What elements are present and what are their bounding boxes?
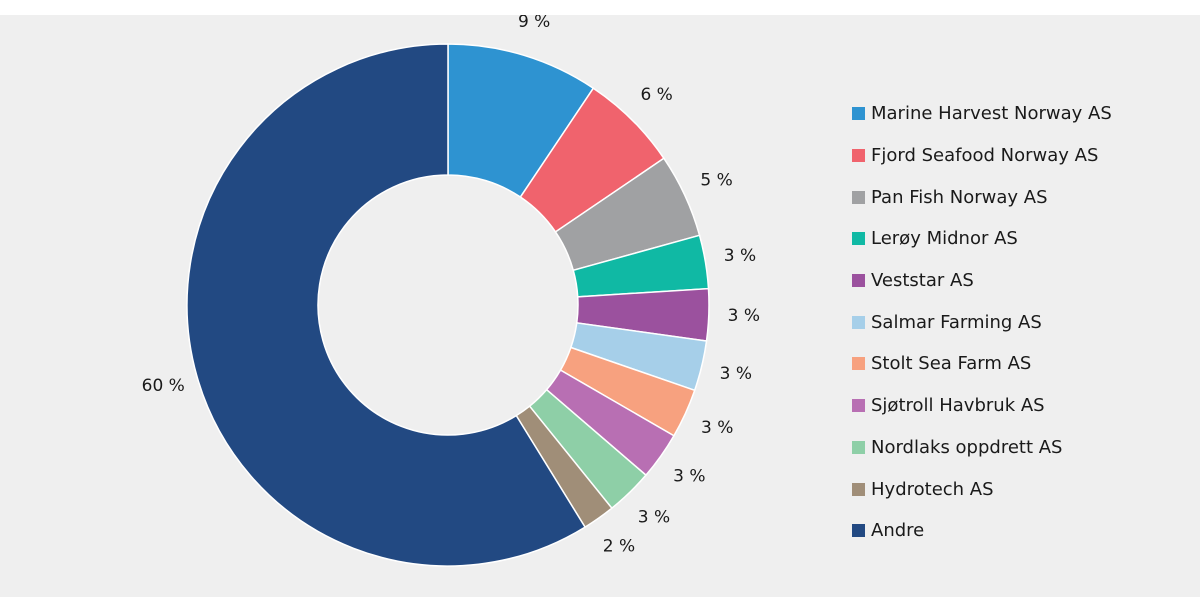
slice-11 xyxy=(186,43,587,567)
legend-label: Andre xyxy=(871,520,925,542)
legend-item: Salmar Farming AS xyxy=(852,301,1112,343)
legend-item: Hydrotech AS xyxy=(852,468,1112,510)
legend-label: Lerøy Midnor AS xyxy=(871,228,1018,250)
legend-item: Andre xyxy=(852,510,1112,552)
legend-swatch xyxy=(852,232,865,246)
legend-item: Nordlaks oppdrett AS xyxy=(852,427,1112,469)
data-label-7: 3 % xyxy=(701,418,733,438)
legend-label: Pan Fish Norway AS xyxy=(871,186,1048,208)
data-label-11: 60 % xyxy=(142,376,185,396)
legend-swatch xyxy=(852,315,865,329)
legend-swatch xyxy=(852,149,865,163)
chart-panel: 9 % 6 % 5 % 3 % 3 % 3 % 3 % 3 % 3 % 2 % 60 % Marin… xyxy=(0,15,1200,597)
legend-label: Marine Harvest Norway AS xyxy=(871,103,1112,125)
legend-item: Fjord Seafood Norway AS xyxy=(852,135,1112,177)
legend-swatch xyxy=(852,482,865,496)
legend-swatch xyxy=(852,399,865,413)
data-label-8: 3 % xyxy=(673,466,705,486)
legend-item: Veststar AS xyxy=(852,260,1112,302)
legend-item: Pan Fish Norway AS xyxy=(852,176,1112,218)
legend-label: Fjord Seafood Norway AS xyxy=(871,145,1099,167)
data-label-2: 6 % xyxy=(640,85,672,105)
data-label-4: 3 % xyxy=(724,246,756,266)
data-label-9: 3 % xyxy=(638,508,670,528)
legend: Marine Harvest Norway AS Fjord Seafood No… xyxy=(852,93,1112,552)
legend-label: Sjøtroll Havbruk AS xyxy=(871,395,1045,417)
legend-swatch xyxy=(852,274,865,288)
legend-label: Salmar Farming AS xyxy=(871,311,1042,333)
data-label-1: 9 % xyxy=(518,15,550,32)
legend-label: Stolt Sea Farm AS xyxy=(871,353,1032,375)
data-label-10: 2 % xyxy=(603,537,635,557)
legend-label: Veststar AS xyxy=(871,270,974,292)
legend-label: Hydrotech AS xyxy=(871,478,994,500)
donut-chart: 9 %6 %5 %3 %3 %3 %3 %3 %3 %2 %60 % xyxy=(142,15,760,567)
data-label-5: 3 % xyxy=(728,306,760,326)
legend-swatch xyxy=(852,107,865,121)
legend-item: Lerøy Midnor AS xyxy=(852,218,1112,260)
legend-swatch xyxy=(852,190,865,204)
legend-item: Sjøtroll Havbruk AS xyxy=(852,385,1112,427)
legend-label: Nordlaks oppdrett AS xyxy=(871,436,1063,458)
legend-item: Marine Harvest Norway AS xyxy=(852,93,1112,135)
legend-swatch xyxy=(852,524,865,538)
data-label-6: 3 % xyxy=(720,364,752,384)
legend-item: Stolt Sea Farm AS xyxy=(852,343,1112,385)
data-label-3: 5 % xyxy=(700,171,732,191)
legend-swatch xyxy=(852,440,865,454)
legend-swatch xyxy=(852,357,865,371)
